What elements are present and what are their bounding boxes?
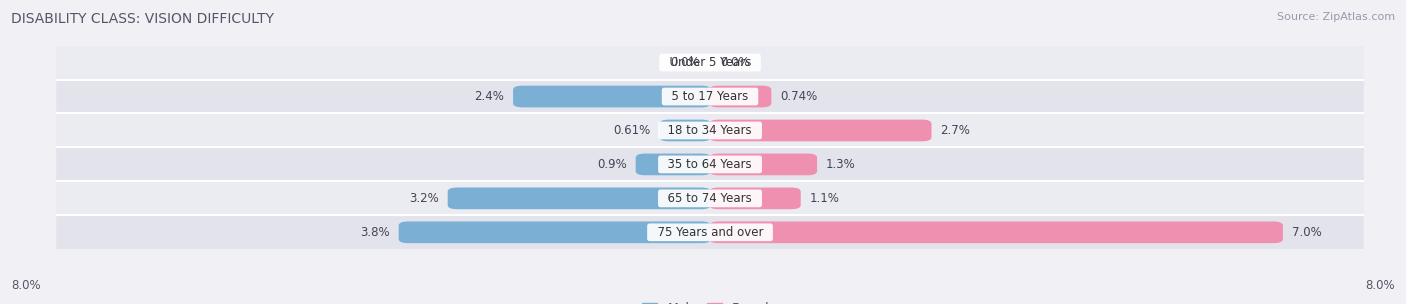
- Text: 0.0%: 0.0%: [720, 56, 749, 69]
- FancyBboxPatch shape: [659, 119, 711, 141]
- Text: 18 to 34 Years: 18 to 34 Years: [661, 124, 759, 137]
- FancyBboxPatch shape: [709, 119, 932, 141]
- Text: 8.0%: 8.0%: [11, 279, 41, 292]
- Text: 5 to 17 Years: 5 to 17 Years: [664, 90, 756, 103]
- Text: 2.4%: 2.4%: [474, 90, 505, 103]
- FancyBboxPatch shape: [56, 113, 1364, 147]
- FancyBboxPatch shape: [513, 86, 711, 107]
- Text: 75 Years and over: 75 Years and over: [650, 226, 770, 239]
- Text: 1.1%: 1.1%: [810, 192, 839, 205]
- FancyBboxPatch shape: [709, 188, 801, 209]
- Text: 1.3%: 1.3%: [827, 158, 856, 171]
- Text: 65 to 74 Years: 65 to 74 Years: [661, 192, 759, 205]
- Text: 0.74%: 0.74%: [780, 90, 817, 103]
- Legend: Male, Female: Male, Female: [637, 297, 783, 304]
- Text: Source: ZipAtlas.com: Source: ZipAtlas.com: [1277, 12, 1395, 22]
- FancyBboxPatch shape: [447, 188, 711, 209]
- Text: 3.8%: 3.8%: [360, 226, 389, 239]
- Text: 7.0%: 7.0%: [1292, 226, 1322, 239]
- FancyBboxPatch shape: [56, 80, 1364, 113]
- FancyBboxPatch shape: [636, 154, 711, 175]
- FancyBboxPatch shape: [709, 86, 772, 107]
- Text: 2.7%: 2.7%: [941, 124, 970, 137]
- Text: 0.9%: 0.9%: [598, 158, 627, 171]
- FancyBboxPatch shape: [709, 221, 1282, 243]
- Text: Under 5 Years: Under 5 Years: [662, 56, 758, 69]
- FancyBboxPatch shape: [56, 46, 1364, 80]
- Text: 3.2%: 3.2%: [409, 192, 439, 205]
- FancyBboxPatch shape: [56, 147, 1364, 181]
- FancyBboxPatch shape: [56, 215, 1364, 249]
- Text: 35 to 64 Years: 35 to 64 Years: [661, 158, 759, 171]
- FancyBboxPatch shape: [399, 221, 711, 243]
- Text: 0.61%: 0.61%: [613, 124, 651, 137]
- FancyBboxPatch shape: [56, 181, 1364, 215]
- FancyBboxPatch shape: [709, 154, 817, 175]
- Text: 8.0%: 8.0%: [1365, 279, 1395, 292]
- Text: DISABILITY CLASS: VISION DIFFICULTY: DISABILITY CLASS: VISION DIFFICULTY: [11, 12, 274, 26]
- Text: 0.0%: 0.0%: [671, 56, 700, 69]
